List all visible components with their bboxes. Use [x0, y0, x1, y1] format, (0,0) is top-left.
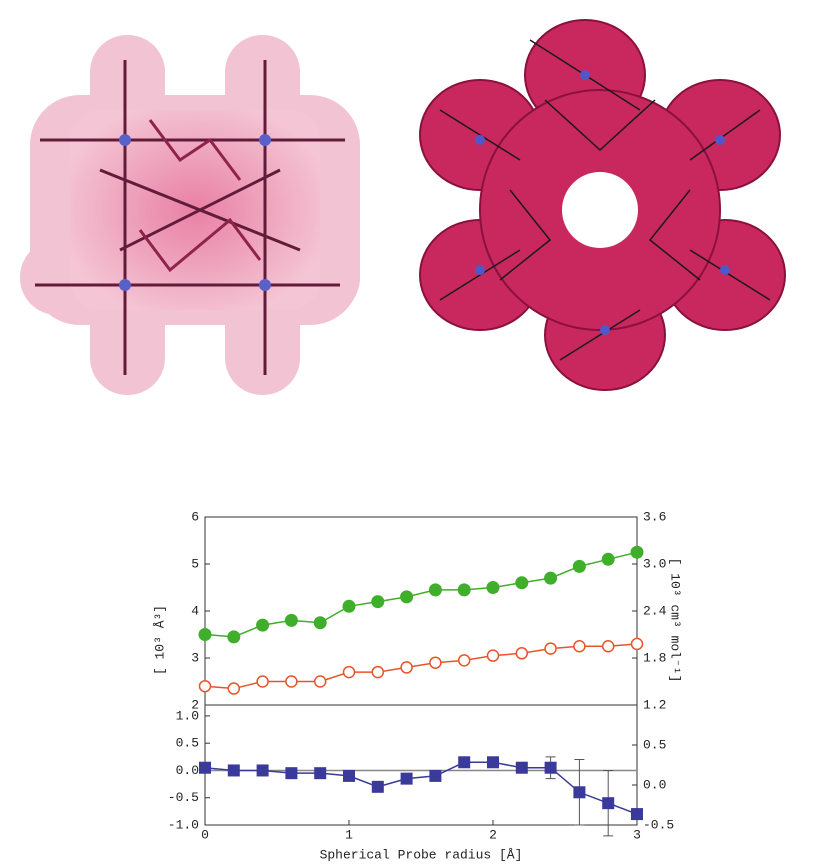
molecule-right [420, 20, 785, 390]
point [314, 616, 327, 629]
point [285, 767, 297, 779]
point [371, 595, 384, 608]
y-tick-label: 4 [191, 603, 199, 618]
y2-tick-label: 0.0 [643, 777, 666, 792]
y-tick-label: -1.0 [168, 817, 199, 832]
point [602, 553, 615, 566]
y2-axis-label: [ 10³ cm³ mol⁻¹] [668, 558, 683, 683]
molecule-left [20, 35, 360, 395]
point [372, 667, 383, 678]
point [400, 590, 413, 603]
point [314, 767, 326, 779]
point [228, 683, 239, 694]
y2-tick-label: -0.5 [643, 817, 674, 832]
point [286, 676, 297, 687]
y-axis-label: [ 10³ Å³] [152, 605, 167, 675]
point [344, 667, 355, 678]
point [227, 630, 240, 643]
point [574, 641, 585, 652]
x-tick-label: 2 [489, 827, 497, 842]
y2-tick-label: 3.0 [643, 556, 666, 571]
point [343, 770, 355, 782]
y2-tick-label: 1.8 [643, 650, 666, 665]
page: [ 10³ Å³] [ 10³ cm³ mol⁻¹] Spherical Pro… [0, 0, 822, 867]
point [545, 643, 556, 654]
point [545, 762, 557, 774]
point [401, 773, 413, 785]
point [257, 764, 269, 776]
point [401, 662, 412, 673]
point [228, 764, 240, 776]
point [199, 762, 211, 774]
point [573, 560, 586, 573]
y-tick-label: 3 [191, 650, 199, 665]
point [487, 581, 500, 594]
y-tick-label: 6 [191, 509, 199, 524]
point [372, 781, 384, 793]
y-tick-label: 0.5 [176, 736, 199, 751]
point [516, 648, 527, 659]
point [631, 546, 644, 559]
point [602, 797, 614, 809]
point [459, 655, 470, 666]
point [200, 681, 211, 692]
point [343, 600, 356, 613]
point [631, 808, 643, 820]
y2-tick-label: 1.2 [643, 697, 666, 712]
y2-tick-label: 2.4 [643, 603, 667, 618]
y-tick-label: 0.0 [176, 763, 199, 778]
y-tick-label: 5 [191, 556, 199, 571]
y2-tick-label: 3.6 [643, 509, 666, 524]
x-tick-label: 1 [345, 827, 353, 842]
point [199, 628, 212, 641]
point [544, 572, 557, 585]
y-tick-label: -0.5 [168, 790, 199, 805]
point [458, 583, 471, 596]
figure: [ 10³ Å³] [ 10³ cm³ mol⁻¹] Spherical Pro… [0, 0, 822, 867]
point [257, 676, 268, 687]
y2-tick-label: 0.5 [643, 737, 666, 752]
y-tick-label: 1.0 [176, 708, 199, 723]
plot-frame [205, 517, 637, 705]
point [515, 576, 528, 589]
point [632, 638, 643, 649]
point [429, 770, 441, 782]
point [603, 641, 614, 652]
x-tick-label: 3 [633, 827, 641, 842]
x-tick-label: 0 [201, 827, 209, 842]
x-axis-label: Spherical Probe radius [Å] [320, 847, 523, 862]
point [573, 786, 585, 798]
point [487, 756, 499, 768]
point [285, 614, 298, 627]
point [256, 619, 269, 632]
point [458, 756, 470, 768]
plot-frame [205, 705, 637, 825]
point [315, 676, 326, 687]
point [516, 762, 528, 774]
point [488, 650, 499, 661]
series-line [205, 552, 637, 637]
point [430, 657, 441, 668]
series-line [205, 644, 637, 689]
point [429, 583, 442, 596]
